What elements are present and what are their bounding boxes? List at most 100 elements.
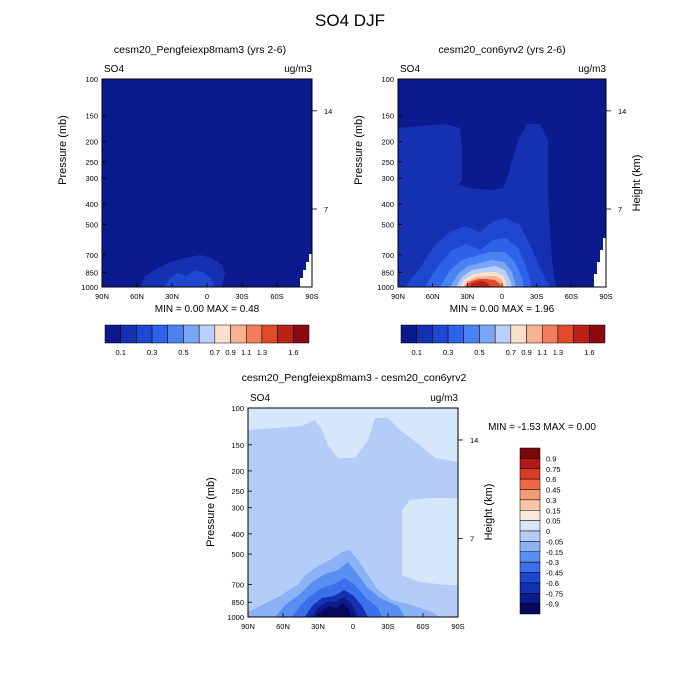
- colorbar-label: 0.9: [225, 348, 235, 357]
- variable-label: SO4: [104, 64, 124, 75]
- colorbar: 0.1 0.3 0.5 0.7 0.9 1.1 1.3 1.6: [104, 324, 310, 357]
- missing-data: [300, 254, 312, 287]
- colorbar-swatch: [245, 324, 263, 344]
- figure-title: SO4 DJF: [315, 11, 385, 30]
- x-tick-label: 0: [500, 292, 504, 301]
- y-tick-label: 500: [231, 550, 244, 559]
- colorbar-swatch: [447, 324, 465, 344]
- y-right-tick-label: 14: [324, 107, 332, 116]
- y-ticks: 100 150 200 250 300 400 500 700 850 1000: [227, 404, 252, 622]
- colorbar-label: 0.7: [506, 348, 516, 357]
- variable-label: SO4: [400, 64, 420, 75]
- colorbar-swatch: [519, 510, 541, 521]
- colorbar-label: 0.7: [210, 348, 220, 357]
- x-ticks: 90N 60N 30N 0 30S 60S 90S: [95, 283, 319, 301]
- colorbar-swatch: [589, 324, 606, 344]
- x-tick-label: 0: [351, 622, 355, 631]
- x-tick-label: 90S: [451, 622, 464, 631]
- colorbar-swatch: [519, 551, 541, 563]
- colorbar-swatch: [261, 324, 278, 344]
- x-tick-label: 90N: [95, 292, 109, 301]
- colorbar-swatch: [136, 324, 153, 344]
- colorbar-swatch: [519, 478, 541, 490]
- y-tick-label: 700: [381, 251, 394, 260]
- x-tick-label: 90N: [241, 622, 255, 631]
- colorbar-swatch: [526, 324, 543, 344]
- contour-level--1.2: [318, 603, 352, 617]
- y-tick-label: 100: [381, 75, 394, 84]
- colorbar-label: 0.3: [147, 348, 157, 357]
- colorbar-swatch: [183, 324, 200, 344]
- y-tick-label: 200: [381, 138, 394, 147]
- y-tick-label: 150: [381, 112, 394, 121]
- y-tick-label: 400: [381, 200, 394, 209]
- colorbar-swatch: [400, 324, 417, 344]
- colorbar-label: -0.75: [546, 589, 563, 598]
- contour-background: [102, 79, 312, 287]
- y-tick-label: 850: [231, 598, 244, 607]
- colorbar-swatch: [557, 324, 574, 344]
- colorbar-label: 1.3: [257, 348, 267, 357]
- colorbar-label: 0.9: [521, 348, 531, 357]
- colorbar-swatch: [519, 499, 541, 511]
- colorbar-swatch: [230, 324, 247, 344]
- colorbar-swatch: [277, 324, 294, 344]
- x-tick-label: 0: [205, 292, 209, 301]
- colorbar-vertical: 0.9 0.750.6 0.450.30.15 0.050-0.05 -0.15-0.3…: [519, 447, 563, 615]
- y-ticks-right: 14 7: [312, 107, 332, 214]
- panel-exp8mam3: cesm20_Pengfeiexp8mam3 (yrs 2-6) SO4 ug/…: [57, 44, 332, 357]
- colorbar-swatch: [519, 561, 541, 573]
- y-tick-label: 100: [231, 404, 244, 413]
- colorbar-label: 1.1: [241, 348, 251, 357]
- y-tick-label: 500: [85, 220, 98, 229]
- y-tick-label: 200: [231, 467, 244, 476]
- y-right-tick-label: 7: [470, 535, 474, 544]
- colorbar-swatch: [519, 603, 541, 615]
- y-axis-label-right: Height (km): [483, 484, 495, 541]
- colorbar-swatch: [494, 324, 512, 344]
- y-axis-label: Pressure (mb): [353, 115, 365, 185]
- colorbar-swatch: [416, 324, 433, 344]
- y-tick-label: 100: [85, 75, 98, 84]
- x-tick-label: 60S: [565, 292, 578, 301]
- colorbar-swatch: [573, 324, 590, 344]
- y-ticks: 100 150 200 250 300 400 500 700 850 1000: [377, 75, 402, 292]
- colorbar-label: 0.9: [546, 454, 556, 463]
- colorbar-label: 1.6: [584, 348, 594, 357]
- x-tick-label: 60S: [270, 292, 283, 301]
- x-tick-label: 90S: [305, 292, 318, 301]
- y-axis-label: Pressure (mb): [57, 115, 69, 185]
- y-right-tick-label: 14: [618, 107, 626, 116]
- colorbar-swatch: [198, 324, 216, 344]
- colorbar-label: 1.6: [288, 348, 298, 357]
- panel-con6yrv2: cesm20_con6yrv2 (yrs 2-6) SO4 ug/m3 Pres…: [353, 44, 643, 357]
- x-tick-label: 30S: [381, 622, 394, 631]
- y-tick-label: 850: [381, 268, 394, 277]
- colorbar-swatch: [519, 489, 541, 501]
- y-right-tick-label: 14: [470, 436, 478, 445]
- x-tick-label: 90N: [391, 292, 405, 301]
- colorbar-label: -0.15: [546, 548, 563, 557]
- units-label: ug/m3: [284, 64, 312, 75]
- contour-level-0.2: [164, 270, 214, 287]
- y-tick-label: 150: [231, 441, 244, 450]
- stats-label: MIN = 0.00 MAX = 0.48: [155, 304, 260, 315]
- y-tick-label: 700: [231, 581, 244, 590]
- panel-title: cesm20_Pengfeiexp8mam3 - cesm20_con6yrv2: [242, 372, 467, 384]
- colorbar-swatch: [479, 324, 496, 344]
- y-tick-label: 1000: [227, 613, 244, 622]
- y-tick-label: 500: [381, 220, 394, 229]
- colorbar-swatch: [519, 593, 541, 604]
- y-tick-label: 250: [381, 158, 394, 167]
- colorbar-label: 0.5: [178, 348, 188, 357]
- y-tick-label: 150: [85, 112, 98, 121]
- y-tick-label: 250: [231, 487, 244, 496]
- y-right-tick-label: 7: [324, 205, 328, 214]
- y-ticks-right: 14 7: [458, 436, 478, 544]
- x-tick-label: 30S: [530, 292, 543, 301]
- colorbar-swatch: [519, 520, 541, 532]
- units-label: ug/m3: [430, 393, 458, 404]
- colorbar-label: 0.05: [546, 517, 561, 526]
- colorbar-label: 0.3: [443, 348, 453, 357]
- colorbar-swatch: [151, 324, 169, 344]
